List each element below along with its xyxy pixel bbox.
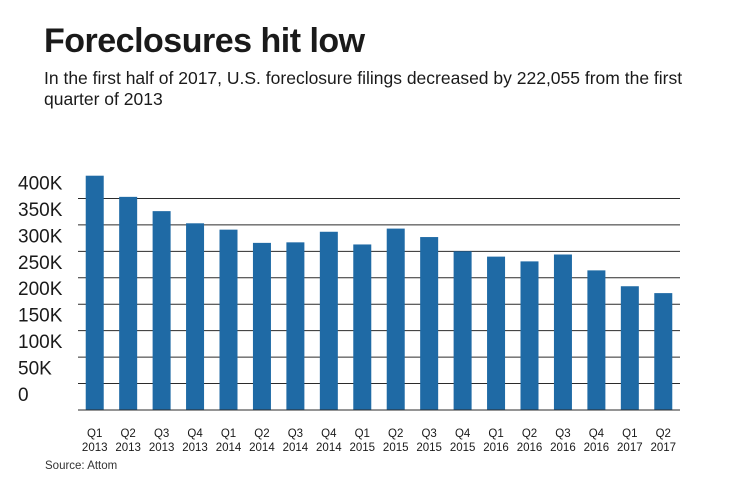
x-tick-label-quarter: Q2 — [254, 428, 269, 440]
bar — [152, 211, 171, 410]
x-tick-label-year: 2014 — [216, 442, 242, 454]
x-tick-label-quarter: Q1 — [488, 428, 503, 440]
x-tick-label-quarter: Q1 — [622, 428, 637, 440]
y-tick-label: 150K — [18, 306, 63, 327]
bar — [85, 175, 104, 410]
x-tick-label-quarter: Q2 — [656, 428, 671, 440]
x-tick-label-quarter: Q2 — [120, 428, 135, 440]
bar — [219, 229, 238, 410]
x-tick-label-year: 2013 — [149, 442, 175, 454]
bar — [520, 261, 539, 410]
x-tick-label-quarter: Q4 — [455, 428, 471, 440]
x-tick-label-year: 2016 — [584, 442, 610, 454]
bar — [587, 270, 606, 410]
x-tick-label-year: 2015 — [416, 442, 442, 454]
y-tick-label: 300K — [18, 226, 63, 247]
x-tick-label-quarter: Q4 — [589, 428, 605, 440]
x-tick-label-quarter: Q1 — [87, 428, 102, 440]
x-tick-label-year: 2013 — [182, 442, 208, 454]
bar — [386, 228, 405, 410]
y-tick-label: 350K — [18, 200, 63, 221]
x-tick-label-quarter: Q4 — [187, 428, 203, 440]
bar — [654, 293, 673, 410]
x-tick-label-quarter: Q3 — [288, 428, 303, 440]
bar — [353, 244, 372, 410]
y-tick-label: 50K — [18, 359, 52, 380]
x-tick-label-year: 2015 — [383, 442, 409, 454]
x-tick-label-quarter: Q3 — [154, 428, 169, 440]
x-tick-label-quarter: Q2 — [522, 428, 537, 440]
x-tick-label-quarter: Q1 — [355, 428, 370, 440]
chart-subtitle: In the first half of 2017, U.S. foreclos… — [44, 68, 683, 109]
x-tick-label-year: 2016 — [517, 442, 543, 454]
x-tick-label-quarter: Q1 — [221, 428, 236, 440]
bar — [119, 196, 138, 410]
x-tick-label-year: 2014 — [249, 442, 275, 454]
x-tick-label-year: 2014 — [316, 442, 342, 454]
bar — [487, 256, 506, 410]
bar — [453, 251, 472, 410]
x-tick-label-quarter: Q4 — [321, 428, 337, 440]
bar — [319, 231, 338, 410]
x-tick-label-year: 2016 — [550, 442, 576, 454]
x-tick-label-year: 2017 — [617, 442, 643, 454]
x-tick-label-year: 2015 — [349, 442, 375, 454]
bar — [186, 223, 205, 410]
bar — [553, 254, 572, 410]
x-tick-label-year: 2017 — [650, 442, 676, 454]
y-tick-label: 200K — [18, 279, 63, 300]
y-tick-label: 0 — [18, 385, 29, 406]
x-tick-label-year: 2013 — [82, 442, 108, 454]
x-tick-label-quarter: Q2 — [388, 428, 403, 440]
bar — [620, 286, 639, 410]
bar — [420, 237, 439, 410]
chart-title: Foreclosures hit low — [44, 22, 365, 60]
y-tick-label: 400K — [18, 173, 63, 194]
x-tick-label-year: 2015 — [450, 442, 476, 454]
y-tick-label: 100K — [18, 332, 63, 353]
y-tick-label: 250K — [18, 253, 63, 274]
x-tick-label-year: 2013 — [115, 442, 141, 454]
bar — [252, 242, 271, 410]
source-note: Source: Attom — [45, 460, 118, 472]
x-tick-label-quarter: Q3 — [555, 428, 570, 440]
x-tick-label-year: 2016 — [483, 442, 509, 454]
bar — [286, 242, 305, 410]
x-tick-label-quarter: Q3 — [421, 428, 436, 440]
x-tick-label-year: 2014 — [283, 442, 309, 454]
